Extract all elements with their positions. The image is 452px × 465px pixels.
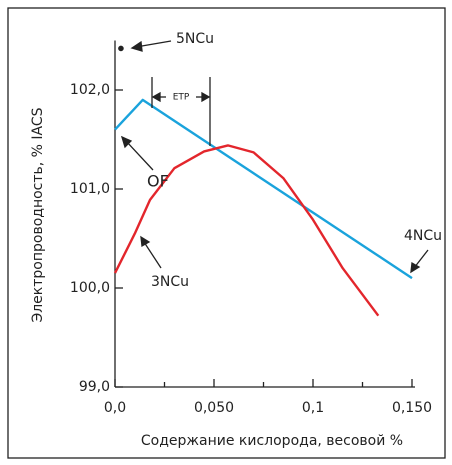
annotation: 3NCu <box>151 274 189 290</box>
plot-area: 0,0 0,050 0,1 0,150 99,0 100,0 101,0 102,0 <box>70 40 432 416</box>
y-tick-label: 101,0 <box>70 181 110 197</box>
arrowhead <box>410 261 421 274</box>
x-tick-label: 0,050 <box>194 400 234 416</box>
arrow <box>143 241 162 269</box>
x-axis-label: Содержание кислорода, весовой % <box>141 433 403 449</box>
annotation: ETP <box>173 93 190 103</box>
annotation: 5NCu <box>176 31 214 47</box>
arrowhead <box>151 91 161 103</box>
arrowhead <box>120 135 133 149</box>
annotations <box>120 40 429 274</box>
annotation: 4NCu <box>404 228 442 244</box>
x-tick-label: 0,1 <box>302 400 324 416</box>
x-tick-label: 0,150 <box>392 400 432 416</box>
arrowhead <box>130 40 143 52</box>
y-tick-label: 102,0 <box>70 82 110 98</box>
y-axis-label: Электропроводность, % IACS <box>30 107 46 322</box>
frame <box>7 7 446 459</box>
y-tick-label: 99,0 <box>79 379 110 395</box>
annotation: OF <box>147 172 169 191</box>
arrowhead <box>201 91 211 103</box>
arrow <box>125 140 154 171</box>
y-tick-label: 100,0 <box>70 280 110 296</box>
line <box>113 144 380 317</box>
line <box>114 98 413 280</box>
x-tick-label: 0,0 <box>104 400 126 416</box>
point <box>118 45 124 52</box>
arrowhead <box>140 235 151 248</box>
